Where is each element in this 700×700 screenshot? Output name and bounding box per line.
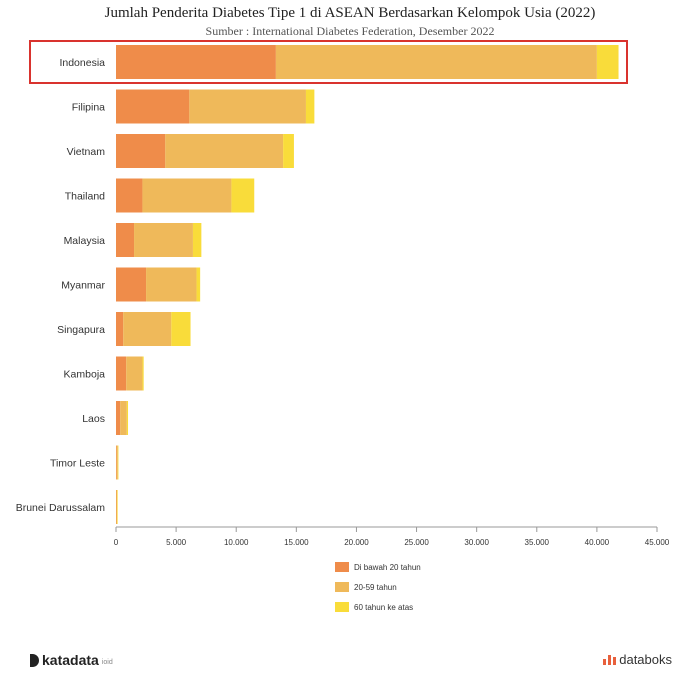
bar-segment [116,267,147,302]
databoks-logo-icon [603,654,617,665]
x-tick-label: 25.000 [404,538,429,547]
katadata-logo-icon [30,653,39,667]
bar-segment [142,178,232,213]
x-tick-label: 20.000 [344,538,369,547]
bar-segment [134,223,193,257]
x-tick-label: 10.000 [224,538,249,547]
bar-segment [283,134,294,168]
bar-segment [275,45,597,79]
bar-segment [120,401,127,435]
legend-swatch [335,602,349,612]
category-label: Singapura [57,324,105,336]
category-label: Kamboja [64,369,106,381]
bar-segment [196,267,201,302]
bar-segment [231,178,255,213]
bar-segment [117,445,119,480]
bar-segment [116,89,190,124]
category-label: Indonesia [59,57,105,69]
x-tick-label: 15.000 [284,538,309,547]
databoks-logo: databoks [603,652,672,667]
x-tick-label: 5.000 [166,538,187,547]
category-label: Laos [82,413,105,425]
bar-segment [305,89,315,124]
legend-label: 20-59 tahun [354,583,397,592]
highlight-box [29,40,628,84]
bar-segment [165,134,284,168]
legend-label: Di bawah 20 tahun [354,563,421,572]
bar-segment [189,89,306,124]
chart-subtitle: Sumber : International Diabetes Federati… [205,24,495,38]
x-tick-label: 30.000 [464,538,489,547]
category-label: Brunei Darussalam [16,502,106,514]
category-label: Filipina [72,102,105,114]
x-tick-label: 45.000 [645,538,670,547]
bar-segment [116,178,143,213]
bar-segment [171,312,191,346]
bar-segment [142,356,144,391]
legend-label: 60 tahun ke atas [354,603,413,612]
bar-segment [116,223,135,257]
bar-segment [116,312,124,346]
category-label: Vietnam [67,146,106,158]
bar-segment [192,223,202,257]
bar-segment [116,490,118,524]
x-tick-label: 35.000 [525,538,550,547]
bar-segment [116,45,276,79]
bar-segment [146,267,197,302]
katadata-logo: katadata ioid [30,652,113,668]
bar-segment [116,445,118,480]
bar-segment [596,45,619,79]
bar-segment [116,134,166,168]
katadata-logo-text: katadata [42,652,99,668]
category-label: Malaysia [64,235,106,247]
legend-swatch [335,562,349,572]
bar-segment [117,490,118,524]
bar-segment [126,401,129,435]
katadata-logo-suffix: ioid [101,658,113,666]
category-label: Thailand [65,191,105,203]
x-tick-label: 0 [114,538,119,547]
bar-segment [116,356,127,391]
chart-title: Jumlah Penderita Diabetes Tipe 1 di ASEA… [104,5,596,21]
bar-segment [126,356,143,391]
bar-segment [116,445,117,480]
legend-swatch [335,582,349,592]
x-tick-label: 40.000 [585,538,610,547]
databoks-logo-text: databoks [619,652,672,667]
bar-segment [123,312,172,346]
category-label: Timor Leste [50,458,105,470]
category-label: Myanmar [61,280,105,292]
bar-segment [116,490,117,524]
bar-segment [116,401,121,435]
